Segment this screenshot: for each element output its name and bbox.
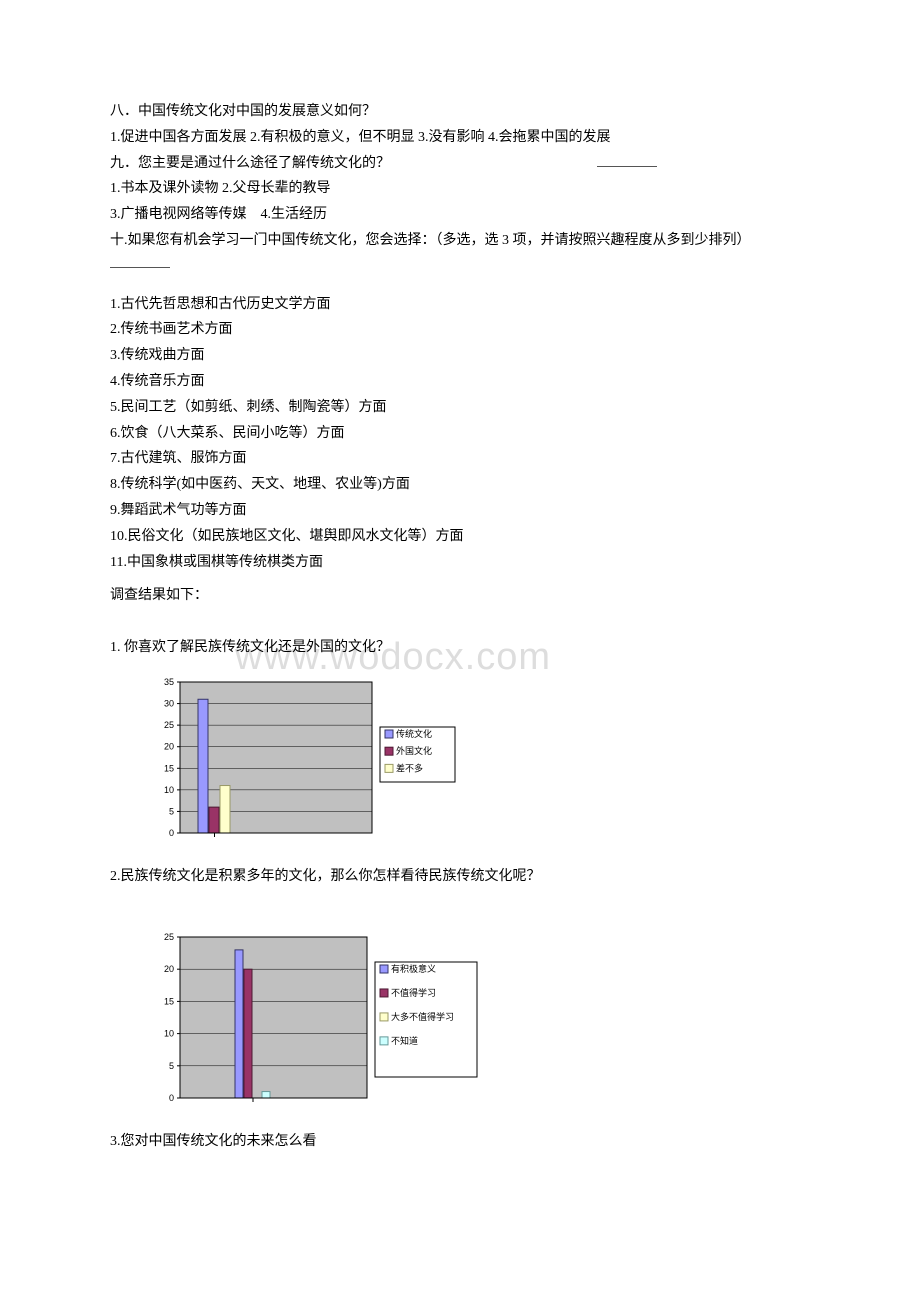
svg-text:大多不值得学习: 大多不值得学习 [391, 1011, 454, 1022]
svg-text:25: 25 [164, 932, 174, 942]
chart2-question: 2.民族传统文化是积累多年的文化，那么你怎样看待民族传统文化呢？ [110, 865, 810, 889]
svg-text:传统文化: 传统文化 [396, 728, 432, 739]
document-content: 八．中国传统文化对中国的发展意义如何？ 1.促进中国各方面发展 2.有积极的意义… [110, 100, 810, 1154]
chart1-question: 1. 你喜欢了解民族传统文化还是外国的文化？ [110, 636, 810, 660]
q10-title: 十.如果您有机会学习一门中国传统文化，您会选择：（多选，选 3 项，并请按照兴趣… [110, 233, 751, 248]
svg-text:有积极意义: 有积极意义 [391, 963, 436, 974]
svg-text:外国文化: 外国文化 [396, 745, 432, 756]
svg-text:35: 35 [164, 677, 174, 687]
chart2-svg: 0 5 10 15 20 25 有积极意义不值得学习大多不值得学习不知道 [150, 927, 485, 1112]
q10-item: 9.舞蹈武术气功等方面 [110, 499, 810, 523]
svg-text:差不多: 差不多 [396, 762, 423, 773]
q10-item: 6.饮食（八大菜系、民间小吃等）方面 [110, 422, 810, 446]
q9-opt-line2: 3.广播电视网络等传媒 4.生活经历 [110, 203, 810, 227]
svg-text:15: 15 [164, 996, 174, 1006]
svg-text:10: 10 [164, 1028, 174, 1038]
q10-item: 4.传统音乐方面 [110, 370, 810, 394]
q10-item: 1.古代先哲思想和古代历史文学方面 [110, 293, 810, 317]
chart1-svg: 0 5 10 15 20 25 30 35 传统文化外国文化差不多 [150, 672, 460, 847]
q9-opt-line1: 1.书本及课外读物 2.父母长辈的教导 [110, 177, 810, 201]
q10-item: 2.传统书画艺术方面 [110, 318, 810, 342]
svg-text:30: 30 [164, 699, 174, 709]
chart1-container: 0 5 10 15 20 25 30 35 传统文化外国文化差不多 [150, 672, 810, 847]
q8-options: 1.促进中国各方面发展 2.有积极的意义，但不明显 3.没有影响 4.会拖累中国… [110, 126, 810, 150]
q9-title: 九．您主要是通过什么途径了解传统文化的？ [110, 156, 390, 171]
q9-title-row: 九．您主要是通过什么途径了解传统文化的？ [110, 152, 810, 176]
svg-text:20: 20 [164, 964, 174, 974]
q10-item: 8.传统科学(如中医药、天文、地理、农业等)方面 [110, 473, 810, 497]
svg-text:0: 0 [169, 828, 174, 838]
q10-item: 7.古代建筑、服饰方面 [110, 447, 810, 471]
q10-item: 5.民间工艺（如剪纸、刺绣、制陶瓷等）方面 [110, 396, 810, 420]
svg-text:25: 25 [164, 720, 174, 730]
q8-title: 八．中国传统文化对中国的发展意义如何？ [110, 100, 810, 124]
svg-text:0: 0 [169, 1093, 174, 1103]
svg-text:10: 10 [164, 785, 174, 795]
q10-item: 10.民俗文化（如民族地区文化、堪舆即风水文化等）方面 [110, 525, 810, 549]
q10-item: 11.中国象棋或围棋等传统棋类方面 [110, 551, 810, 575]
svg-text:20: 20 [164, 742, 174, 752]
chart2-container: 0 5 10 15 20 25 有积极意义不值得学习大多不值得学习不知道 [150, 927, 810, 1112]
q10-title-row: 十.如果您有机会学习一门中国传统文化，您会选择：（多选，选 3 项，并请按照兴趣… [110, 229, 810, 277]
results-label: 调查结果如下： [110, 584, 810, 608]
q9-blank [597, 153, 657, 167]
svg-text:不知道: 不知道 [391, 1035, 418, 1046]
svg-text:15: 15 [164, 763, 174, 773]
svg-text:不值得学习: 不值得学习 [391, 987, 436, 998]
chart3-question: 3.您对中国传统文化的未来怎么看 [110, 1130, 810, 1154]
q10-items-list: 1.古代先哲思想和古代历史文学方面2.传统书画艺术方面3.传统戏曲方面4.传统音… [110, 293, 810, 575]
svg-text:5: 5 [169, 806, 174, 816]
q10-blank [110, 254, 170, 268]
svg-text:5: 5 [169, 1061, 174, 1071]
q10-item: 3.传统戏曲方面 [110, 344, 810, 368]
